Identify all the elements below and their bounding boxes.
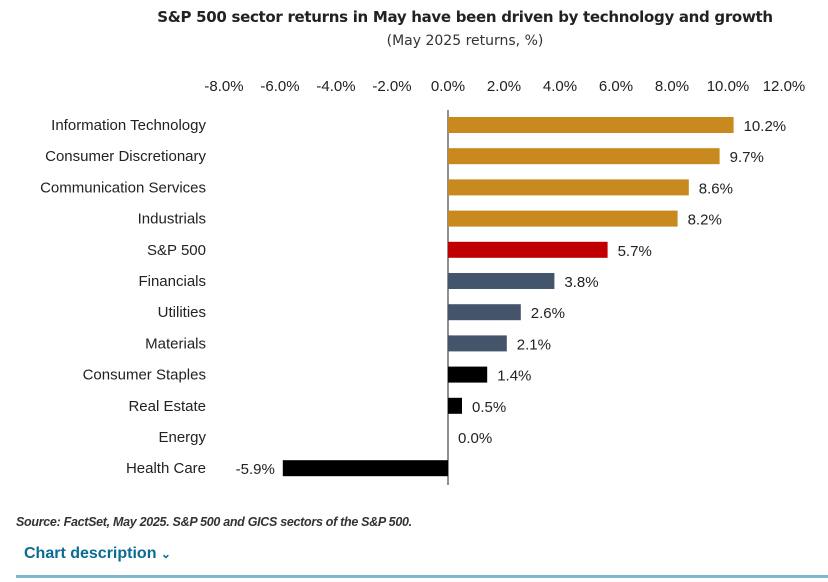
category-label: Materials	[145, 335, 206, 352]
category-label: Health Care	[126, 460, 206, 477]
x-tick-label: 12.0%	[763, 78, 806, 95]
x-tick-label: 10.0%	[707, 78, 750, 95]
category-label: Consumer Discretionary	[45, 148, 206, 165]
x-tick-label: 0.0%	[431, 78, 465, 95]
data-label: 0.5%	[472, 399, 506, 416]
category-label: Consumer Staples	[83, 367, 206, 384]
category-label: S&P 500	[147, 242, 206, 259]
category-label: Real Estate	[128, 398, 206, 415]
source-note: Source: FactSet, May 2025. S&P 500 and G…	[16, 515, 412, 529]
x-tick-label: 4.0%	[543, 78, 577, 95]
chart-subtitle: (May 2025 returns, %)	[386, 33, 544, 49]
bar	[282, 460, 448, 477]
data-label: 3.8%	[564, 274, 598, 291]
bar	[448, 179, 689, 196]
x-tick-label: -2.0%	[372, 78, 411, 95]
category-label: Utilities	[158, 304, 206, 321]
data-label: 1.4%	[497, 368, 531, 385]
chart-description-toggle[interactable]: Chart description ⌄	[24, 545, 171, 563]
bar	[448, 273, 555, 289]
data-label: 8.2%	[688, 212, 722, 229]
x-tick-label: -8.0%	[204, 78, 243, 95]
bar	[448, 335, 507, 352]
bar	[448, 210, 678, 227]
category-label: Information Technology	[51, 117, 206, 134]
chart-description-label: Chart description	[24, 545, 157, 562]
x-tick-label: 8.0%	[655, 78, 689, 95]
bar	[448, 148, 720, 165]
data-label: 8.6%	[699, 180, 733, 197]
bar	[448, 397, 462, 414]
data-label: 9.7%	[730, 149, 764, 166]
category-label: Energy	[158, 429, 206, 446]
data-label: 5.7%	[618, 243, 652, 260]
x-tick-label: -4.0%	[316, 78, 355, 95]
chart-title: S&P 500 sector returns in May have been …	[157, 8, 773, 26]
x-tick-label: 2.0%	[487, 78, 521, 95]
category-label: Financials	[138, 273, 206, 290]
chevron-down-icon: ⌄	[160, 547, 171, 561]
bar	[448, 117, 734, 133]
category-label: Industrials	[138, 211, 206, 228]
bar-chart: -8.0% -6.0% -4.0% -2.0% 0.0% 2.0% 4.0% 6.0% 8.0%…	[40, 78, 806, 485]
data-label: 0.0%	[458, 430, 492, 447]
x-tick-label: 6.0%	[599, 78, 633, 95]
x-tick-label: -6.0%	[260, 78, 299, 95]
data-label: 2.1%	[517, 336, 551, 353]
data-label: -5.9%	[236, 461, 275, 478]
divider	[16, 575, 828, 578]
data-label: 10.2%	[744, 118, 787, 135]
bar	[448, 241, 608, 258]
category-label: Communication Services	[40, 179, 206, 196]
bar	[448, 304, 521, 321]
bar	[448, 366, 488, 383]
data-label: 2.6%	[531, 305, 565, 322]
